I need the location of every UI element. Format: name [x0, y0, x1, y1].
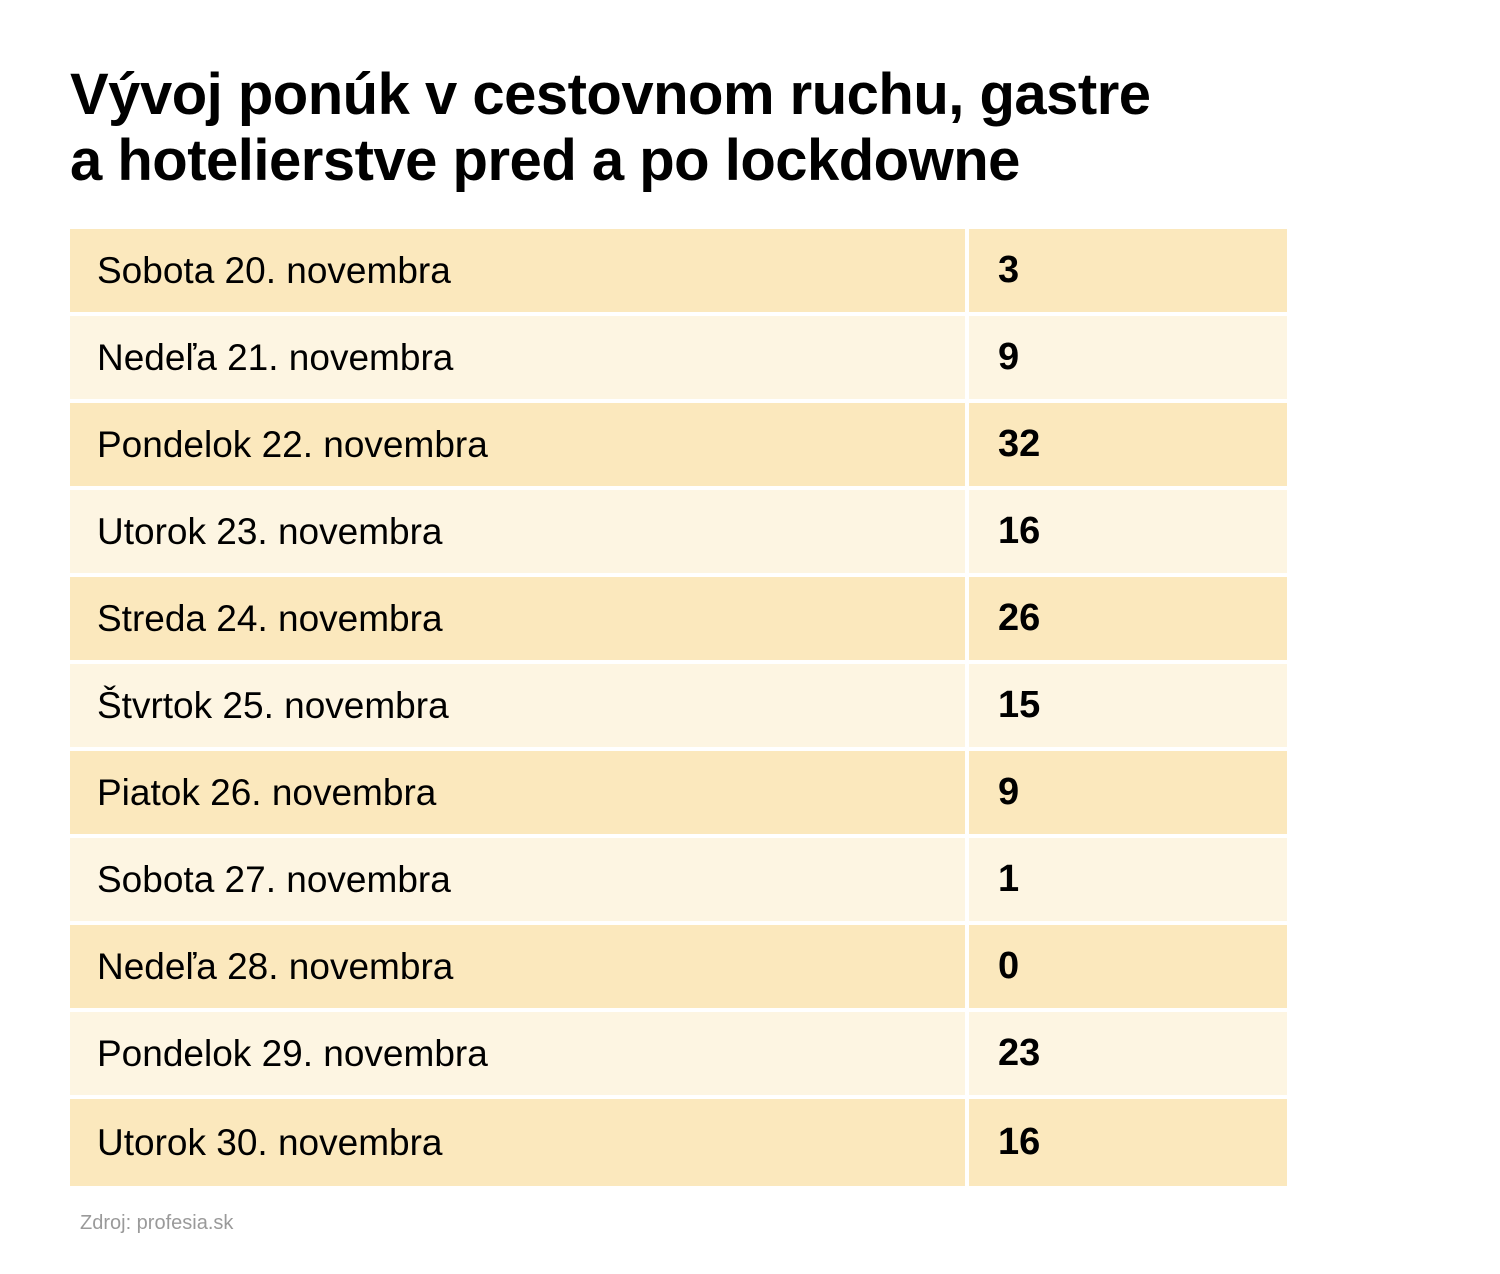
- row-value: 1: [969, 838, 1287, 925]
- row-label: Nedeľa 28. novembra: [70, 925, 969, 1012]
- row-value: 9: [969, 316, 1287, 403]
- table-row: Nedeľa 28. novembra 0: [70, 925, 1287, 1012]
- table-row: Sobota 27. novembra 1: [70, 838, 1287, 925]
- table-row: Nedeľa 21. novembra 9: [70, 316, 1287, 403]
- row-label: Piatok 26. novembra: [70, 751, 969, 838]
- row-label: Utorok 23. novembra: [70, 490, 969, 577]
- row-value: 3: [969, 229, 1287, 316]
- row-label: Utorok 30. novembra: [70, 1099, 969, 1186]
- row-label: Sobota 27. novembra: [70, 838, 969, 925]
- table-row: Utorok 30. novembra 16: [70, 1099, 1287, 1186]
- row-label: Štvrtok 25. novembra: [70, 664, 969, 751]
- row-value: 16: [969, 490, 1287, 577]
- source-note: Zdroj: profesia.sk: [80, 1212, 234, 1234]
- table-row: Utorok 23. novembra 16: [70, 490, 1287, 577]
- table-row: Piatok 26. novembra 9: [70, 751, 1287, 838]
- row-label: Streda 24. novembra: [70, 577, 969, 664]
- row-value: 15: [969, 664, 1287, 751]
- chart-title: Vývoj ponúk v cestovnom ruchu, gastre a …: [70, 62, 1370, 194]
- row-value: 32: [969, 403, 1287, 490]
- chart-title-line-1: Vývoj ponúk v cestovnom ruchu, gastre: [70, 62, 1151, 127]
- table-row: Pondelok 22. novembra 32: [70, 403, 1287, 490]
- row-value: 0: [969, 925, 1287, 1012]
- table-row: Štvrtok 25. novembra 15: [70, 664, 1287, 751]
- table-row: Streda 24. novembra 26: [70, 577, 1287, 664]
- row-label: Pondelok 29. novembra: [70, 1012, 969, 1099]
- row-label: Nedeľa 21. novembra: [70, 316, 969, 403]
- row-value: 26: [969, 577, 1287, 664]
- chart-title-line-2: a hotelierstve pred a po lockdowne: [70, 128, 1020, 193]
- row-label: Sobota 20. novembra: [70, 229, 969, 316]
- row-value: 9: [969, 751, 1287, 838]
- row-label: Pondelok 22. novembra: [70, 403, 969, 490]
- data-table: Sobota 20. novembra 3 Nedeľa 21. novembra 9…: [70, 229, 1287, 1186]
- table-row: Sobota 20. novembra 3: [70, 229, 1287, 316]
- table-row: Pondelok 29. novembra 23: [70, 1012, 1287, 1099]
- row-value: 16: [969, 1099, 1287, 1186]
- row-value: 23: [969, 1012, 1287, 1099]
